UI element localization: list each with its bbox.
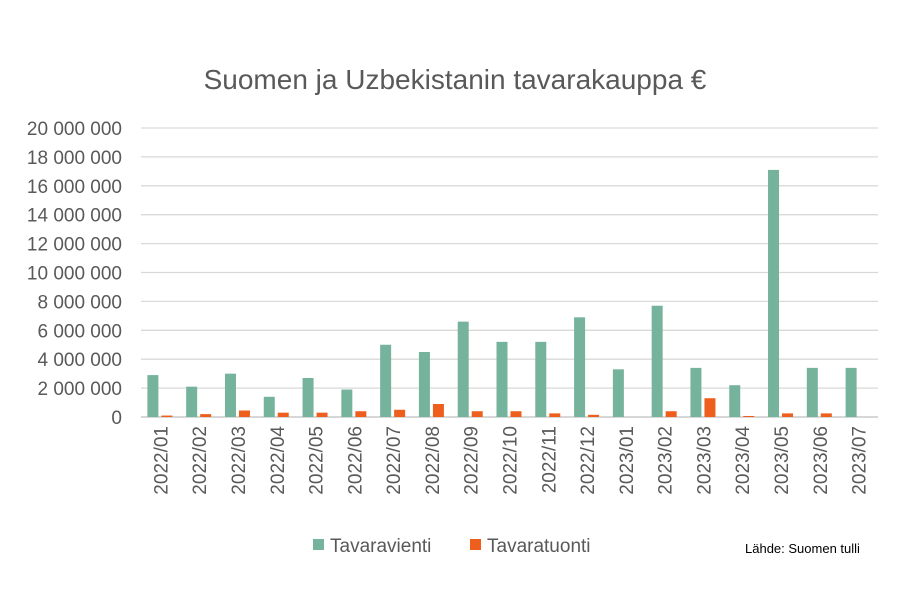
bar-export [418, 351, 430, 417]
bar-export [690, 367, 702, 417]
legend-label: Tavaratuonti [487, 536, 591, 557]
x-tick-label: 2023/01 [617, 426, 638, 495]
bar-export [612, 369, 624, 417]
bar-import [820, 413, 832, 417]
bar-export [380, 344, 392, 417]
legend-label: Tavaravienti [330, 536, 431, 557]
source-note: Lähde: Suomen tulli [745, 541, 860, 556]
x-tick-label: 2022/10 [501, 426, 522, 495]
x-tick-label: 2023/07 [850, 426, 871, 495]
x-tick-label: 2022/12 [578, 426, 599, 495]
x-tick-label: 2022/01 [151, 426, 172, 495]
bar-import [316, 412, 328, 417]
bar-export [729, 385, 741, 417]
bar-export [845, 367, 857, 417]
bar-import [277, 412, 289, 417]
x-tick-label: 2022/06 [345, 426, 366, 495]
bar-import [161, 415, 173, 417]
bar-export [186, 386, 198, 417]
y-tick-label: 20 000 000 [27, 119, 122, 140]
x-tick-label: 2022/04 [268, 426, 289, 495]
y-tick-label: 2 000 000 [37, 379, 122, 400]
x-tick-label: 2022/02 [190, 426, 211, 495]
bar-import [549, 413, 561, 417]
bar-import [782, 413, 794, 417]
bar-export [302, 377, 314, 417]
bar-export [147, 375, 159, 417]
bar-export [574, 317, 586, 417]
bar-export [496, 341, 508, 417]
x-tick-label: 2022/08 [423, 426, 444, 495]
bar-import [238, 410, 250, 417]
bar-export [768, 169, 780, 417]
x-tick-label: 2022/05 [307, 426, 328, 495]
y-tick-label: 18 000 000 [27, 148, 122, 169]
legend-swatch [313, 539, 324, 550]
bar-import [510, 411, 522, 417]
bar-import [665, 411, 677, 417]
y-tick-label: 14 000 000 [27, 206, 122, 227]
y-tick-label: 10 000 000 [27, 264, 122, 285]
x-tick-label: 2023/03 [694, 426, 715, 495]
bar-import [588, 414, 600, 417]
x-tick-label: 2023/02 [656, 426, 677, 495]
bar-import [355, 411, 367, 417]
bar-export [651, 305, 663, 417]
y-tick-label: 12 000 000 [27, 235, 122, 256]
bar-import [432, 403, 444, 417]
bar-export [457, 321, 469, 417]
y-tick-label: 4 000 000 [37, 350, 122, 371]
y-tick-label: 8 000 000 [37, 292, 122, 313]
bar-import [471, 411, 483, 417]
bar-export [263, 396, 275, 417]
bar-export [341, 389, 353, 417]
x-tick-label: 2022/09 [462, 426, 483, 495]
bar-import [200, 414, 212, 417]
y-tick-label: 16 000 000 [27, 177, 122, 198]
bar-import [743, 415, 755, 417]
x-tick-label: 2022/11 [539, 426, 560, 493]
x-tick-label: 2023/05 [772, 426, 793, 495]
x-tick-label: 2022/07 [384, 426, 405, 495]
y-tick-label: 6 000 000 [37, 321, 122, 342]
chart-title: Suomen ja Uzbekistanin tavarakauppa € [204, 64, 707, 95]
bar-import [394, 409, 406, 417]
bar-export [806, 367, 818, 417]
legend-swatch [470, 539, 481, 550]
x-tick-label: 2022/03 [229, 426, 250, 495]
bar-import [704, 398, 716, 417]
bar-export [224, 373, 236, 417]
x-tick-label: 2023/04 [733, 426, 754, 495]
x-tick-label: 2023/06 [811, 426, 832, 495]
bar-export [535, 341, 547, 417]
y-tick-label: 0 [111, 408, 122, 429]
